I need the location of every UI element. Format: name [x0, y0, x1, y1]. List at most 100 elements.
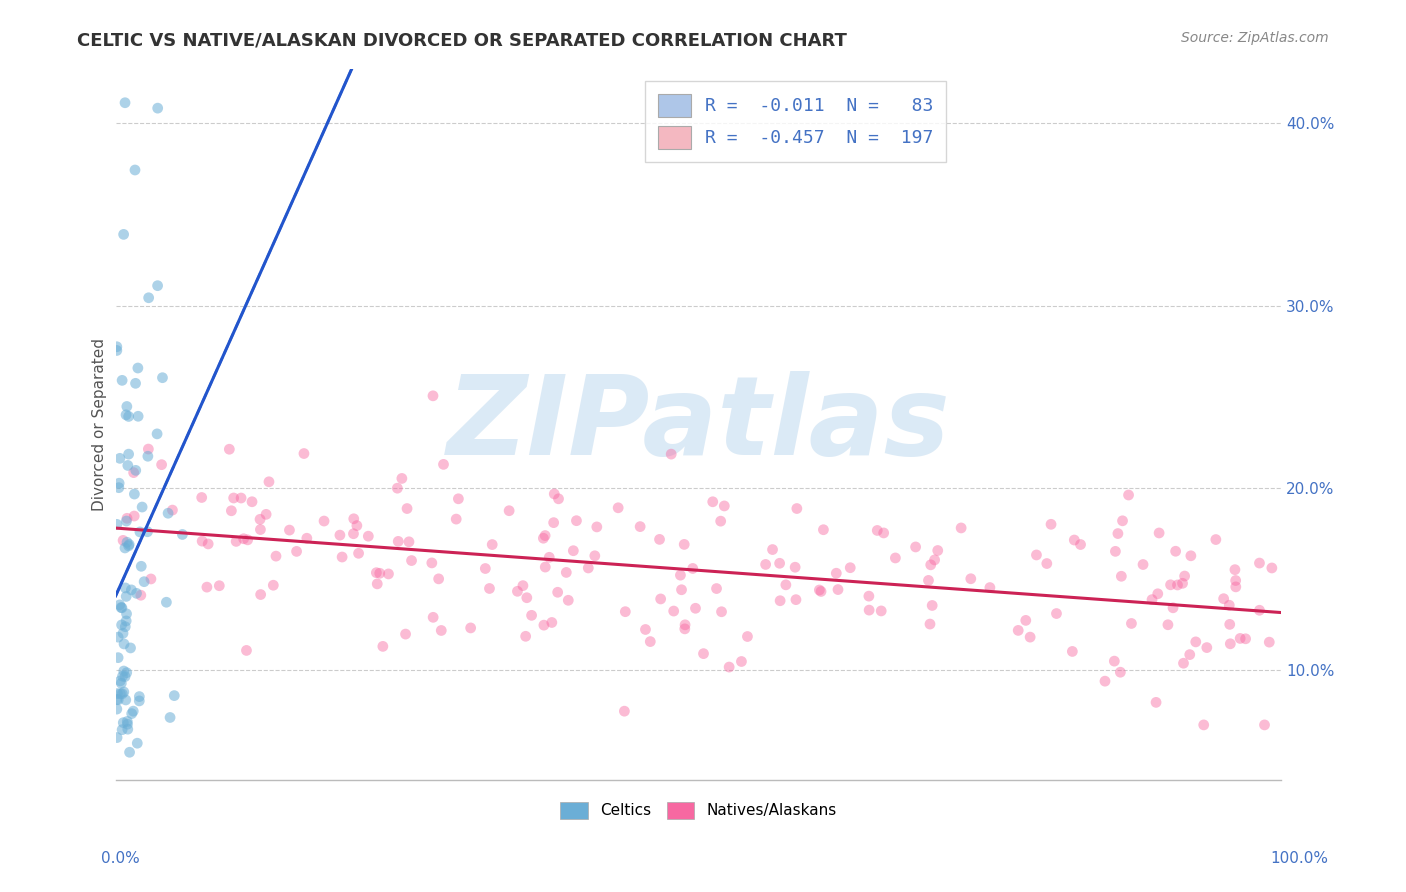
Point: [105, 702, 128, 716]
Point: [534, 528, 557, 542]
Point: [127, 409, 149, 424]
Point: [673, 617, 696, 632]
Text: 100.0%: 100.0%: [1271, 851, 1329, 865]
Point: [1040, 517, 1063, 532]
Point: [125, 463, 148, 477]
Point: [1195, 640, 1218, 655]
Point: [710, 605, 733, 619]
Point: [172, 527, 194, 541]
Point: [342, 526, 364, 541]
Point: [950, 521, 973, 535]
Point: [387, 481, 409, 495]
Point: [1164, 544, 1187, 558]
Point: [105, 687, 128, 701]
Point: [474, 561, 496, 575]
Point: [292, 446, 315, 460]
Point: [786, 501, 808, 516]
Point: [884, 551, 907, 566]
Point: [650, 591, 672, 606]
Point: [1111, 569, 1133, 583]
Point: [1007, 624, 1029, 638]
Point: [347, 546, 370, 560]
Point: [112, 664, 135, 678]
Point: [146, 426, 169, 441]
Point: [105, 340, 128, 354]
Point: [1234, 632, 1257, 646]
Point: [110, 618, 132, 632]
Point: [108, 481, 131, 495]
Point: [481, 538, 503, 552]
Point: [662, 604, 685, 618]
Point: [134, 574, 156, 589]
Point: [1192, 718, 1215, 732]
Point: [873, 525, 896, 540]
Point: [125, 586, 148, 600]
Point: [111, 626, 134, 640]
Point: [129, 524, 152, 539]
Point: [114, 693, 136, 707]
Point: [921, 599, 943, 613]
Point: [1171, 576, 1194, 591]
Point: [366, 566, 388, 580]
Point: [295, 531, 318, 545]
Text: Source: ZipAtlas.com: Source: ZipAtlas.com: [1181, 31, 1329, 45]
Point: [112, 637, 135, 651]
Point: [870, 604, 893, 618]
Point: [136, 524, 159, 539]
Point: [150, 458, 173, 472]
Point: [264, 549, 287, 563]
Point: [278, 523, 301, 537]
Point: [225, 534, 247, 549]
Point: [1225, 574, 1247, 588]
Point: [827, 582, 849, 597]
Point: [706, 582, 728, 596]
Point: [115, 665, 138, 680]
Point: [124, 376, 146, 391]
Point: [387, 534, 409, 549]
Point: [249, 588, 271, 602]
Point: [127, 736, 149, 750]
Point: [1218, 599, 1240, 613]
Point: [761, 542, 783, 557]
Point: [108, 598, 131, 612]
Point: [1161, 600, 1184, 615]
Point: [1173, 657, 1195, 671]
Point: [1111, 514, 1133, 528]
Point: [118, 409, 141, 424]
Point: [110, 600, 132, 615]
Text: 0.0%: 0.0%: [101, 851, 141, 865]
Point: [1249, 603, 1271, 617]
Point: [422, 389, 444, 403]
Point: [547, 491, 569, 506]
Point: [713, 499, 735, 513]
Point: [127, 361, 149, 376]
Point: [117, 539, 139, 553]
Point: [111, 373, 134, 387]
Point: [755, 558, 778, 572]
Point: [460, 621, 482, 635]
Y-axis label: Divorced or Separated: Divorced or Separated: [93, 337, 107, 510]
Point: [1225, 580, 1247, 594]
Point: [112, 715, 135, 730]
Point: [107, 693, 129, 707]
Point: [221, 504, 243, 518]
Point: [1062, 644, 1084, 658]
Point: [124, 163, 146, 178]
Point: [114, 669, 136, 683]
Point: [1144, 695, 1167, 709]
Point: [430, 624, 453, 638]
Point: [138, 442, 160, 456]
Point: [114, 581, 136, 595]
Point: [112, 685, 135, 699]
Point: [236, 533, 259, 547]
Point: [401, 553, 423, 567]
Point: [146, 278, 169, 293]
Point: [979, 581, 1001, 595]
Point: [628, 519, 651, 533]
Point: [685, 601, 707, 615]
Point: [371, 640, 394, 654]
Point: [114, 620, 136, 634]
Point: [112, 533, 135, 548]
Point: [105, 343, 128, 358]
Point: [613, 704, 636, 718]
